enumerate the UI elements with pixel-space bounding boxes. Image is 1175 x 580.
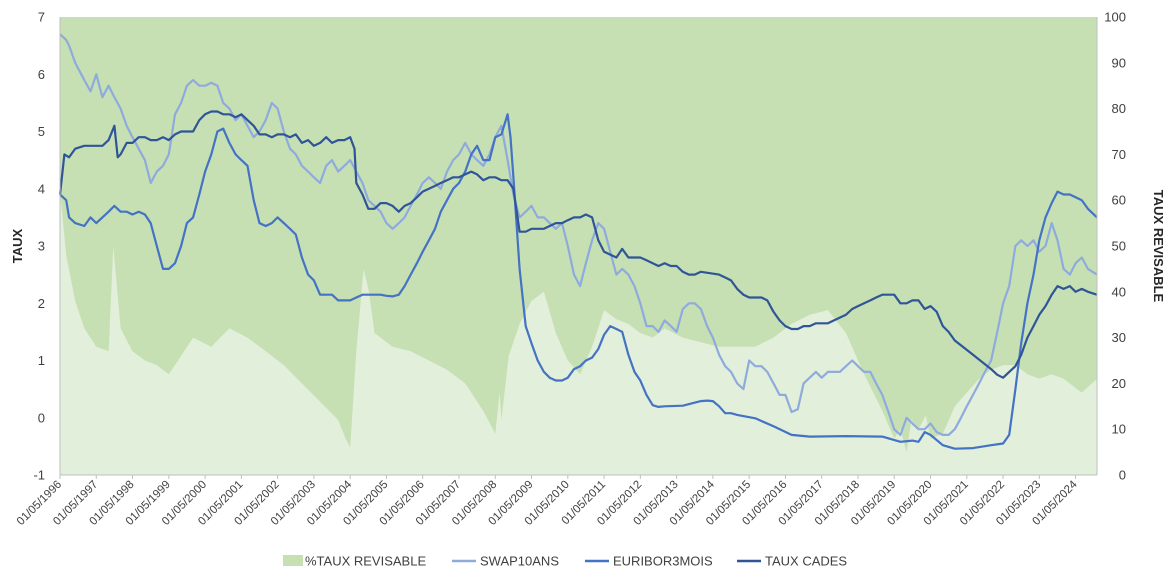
y-tick-label-left: 7: [38, 10, 45, 25]
series-area-1: [60, 191, 1097, 475]
legend-swatch: [283, 555, 303, 566]
y-axis-title-left: TAUX: [10, 228, 25, 263]
legend-item: SWAP10ANS: [452, 554, 559, 569]
y-tick-label-right: 60: [1112, 193, 1126, 208]
y-tick-label-right: 40: [1112, 284, 1126, 299]
legend-item: TAUX CADES: [737, 554, 847, 569]
y-tick-label-right: 70: [1112, 147, 1126, 162]
series-line-2: [59, 33, 1098, 436]
y-tick-label-left: 4: [38, 181, 45, 196]
y-tick-label-right: 100: [1104, 10, 1126, 25]
legend-label: EURIBOR3MOIS: [613, 554, 713, 569]
legend: %TAUX REVISABLE SWAP10ANS EURIBOR3MOIS TAUX…: [283, 554, 847, 569]
y-tick-label-left: 6: [38, 67, 45, 82]
y-tick-label-right: 20: [1112, 376, 1126, 391]
series-line-4: [58, 110, 1098, 379]
plot-area: [58, 17, 1098, 475]
legend-label: SWAP10ANS: [480, 554, 559, 569]
y-tick-label-left: 3: [38, 239, 45, 254]
legend-label: %TAUX REVISABLE: [305, 554, 426, 569]
legend-item: EURIBOR3MOIS: [585, 554, 713, 569]
legend-label: TAUX CADES: [765, 554, 847, 569]
y-tick-label-left: 2: [38, 296, 45, 311]
y-tick-label-left: 1: [38, 353, 45, 368]
y-tick-label-right: 10: [1112, 422, 1126, 437]
y-axis-title-right: TAUX REVISABLE: [1151, 190, 1166, 303]
series-line-3: [59, 113, 1098, 450]
y-tick-label-right: 80: [1112, 101, 1126, 116]
y-tick-label-right: 90: [1112, 55, 1126, 70]
y-tick-label-left: 5: [38, 124, 45, 139]
y-tick-label-right: 30: [1112, 330, 1126, 345]
y-tick-label-right: 50: [1112, 239, 1126, 254]
y-tick-label-right: 0: [1119, 468, 1126, 483]
y-tick-label-left: 0: [38, 410, 45, 425]
legend-item: %TAUX REVISABLE: [283, 554, 426, 569]
y-tick-label-left: -1: [33, 468, 45, 483]
